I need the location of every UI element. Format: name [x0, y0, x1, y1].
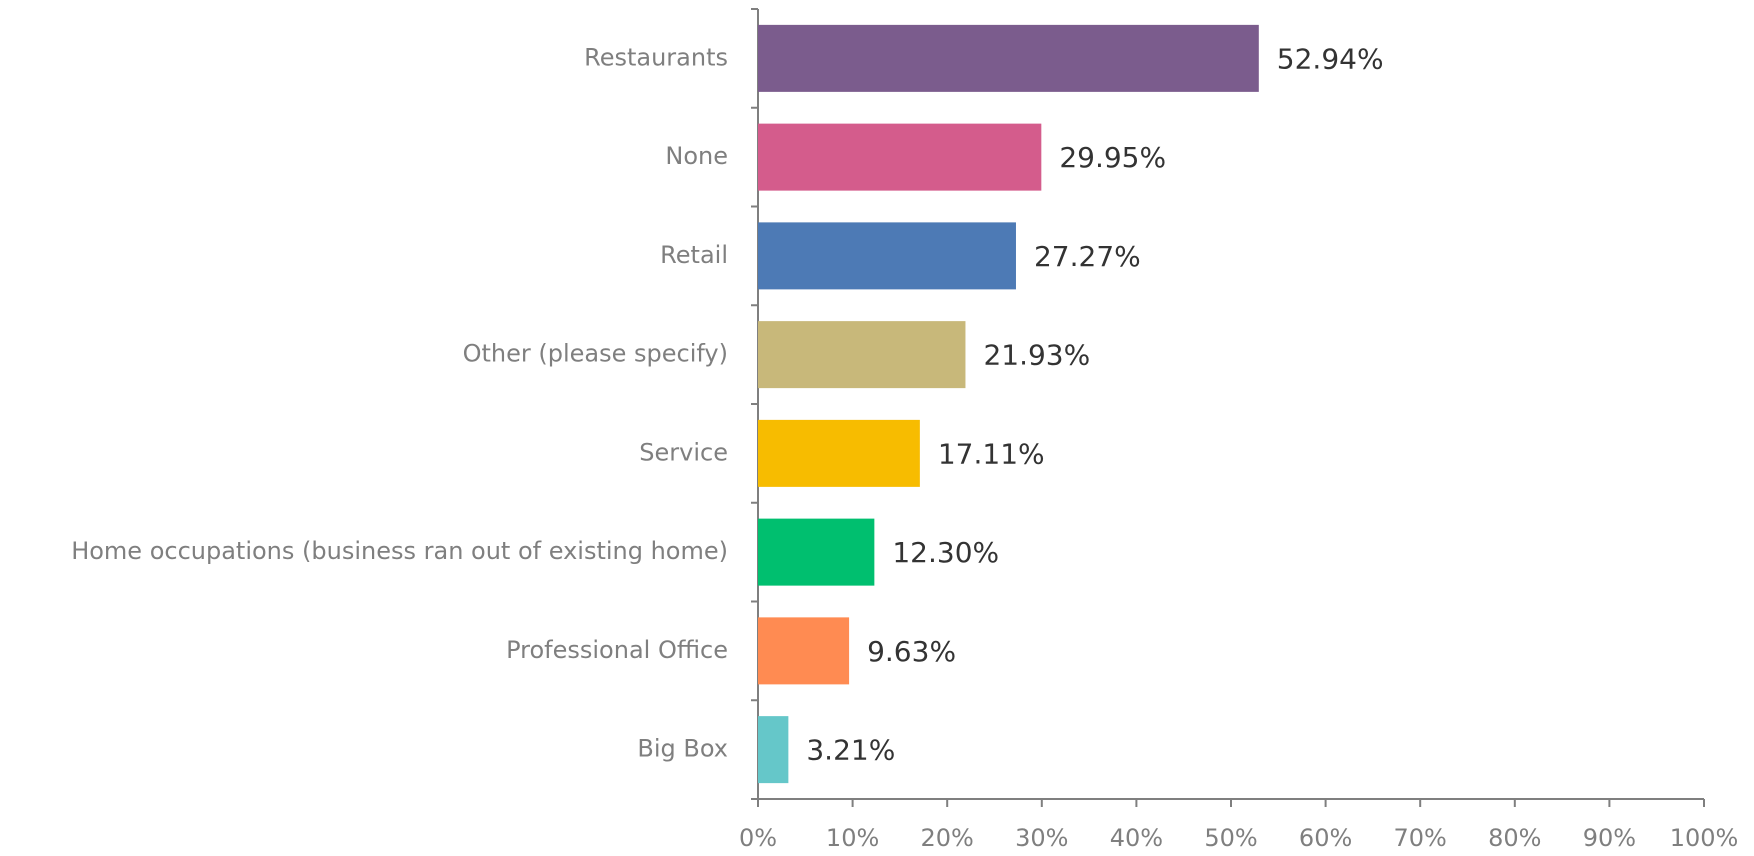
value-label: 9.63%: [867, 635, 956, 668]
x-tick-label: 80%: [1488, 824, 1541, 852]
bar: [758, 518, 875, 586]
x-tick-label: 90%: [1583, 824, 1636, 852]
x-tick-label: 0%: [739, 824, 777, 852]
category-label: Restaurants: [584, 43, 728, 71]
x-tick-label: 10%: [826, 824, 879, 852]
x-tick-label: 100%: [1670, 824, 1739, 852]
category-label: Retail: [660, 241, 728, 269]
value-label: 52.94%: [1277, 42, 1384, 75]
value-label: 21.93%: [983, 339, 1090, 372]
bar: [758, 24, 1259, 92]
x-tick-label: 50%: [1204, 824, 1257, 852]
value-label: 27.27%: [1034, 240, 1141, 273]
category-label: Big Box: [637, 735, 728, 763]
category-label: None: [665, 142, 728, 170]
x-tick-label: 30%: [1015, 824, 1068, 852]
category-label: Home occupations (business ran out of ex…: [71, 537, 728, 565]
x-tick-label: 70%: [1394, 824, 1447, 852]
value-label: 17.11%: [938, 437, 1045, 470]
bar: [758, 419, 920, 487]
value-label: 3.21%: [806, 734, 895, 767]
value-label: 29.95%: [1059, 141, 1166, 174]
x-tick-label: 60%: [1299, 824, 1352, 852]
bar: [758, 222, 1016, 290]
bar: [758, 716, 789, 784]
category-label: Other (please specify): [463, 340, 728, 368]
bar: [758, 123, 1042, 191]
bar: [758, 321, 966, 389]
category-label: Service: [639, 438, 728, 466]
x-tick-label: 40%: [1110, 824, 1163, 852]
category-label: Professional Office: [506, 636, 728, 664]
value-label: 12.30%: [892, 536, 999, 569]
x-tick-label: 20%: [921, 824, 974, 852]
bar: [758, 617, 850, 685]
